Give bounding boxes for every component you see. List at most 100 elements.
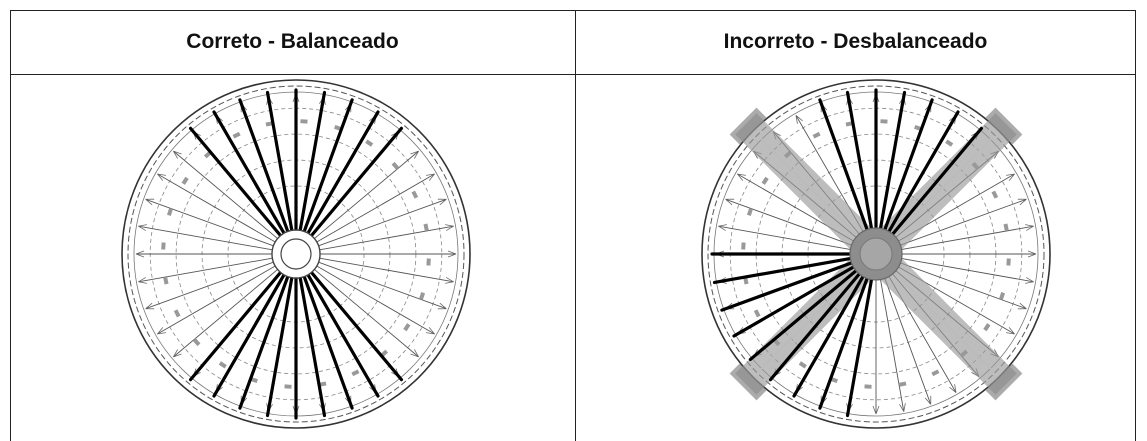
- spoke-line: [318, 198, 447, 247]
- spoke-tick: [949, 386, 957, 393]
- highlighted-spoke: [265, 90, 294, 232]
- column-divider: [575, 10, 576, 441]
- spoke-tick: [445, 224, 454, 227]
- spoke-number-marker: [999, 292, 1006, 300]
- spoke-number-marker: [761, 176, 769, 185]
- spoke-number-marker: [166, 208, 173, 216]
- spoke-number-marker: [746, 208, 753, 216]
- highlighted-spoke: [845, 274, 874, 418]
- spoke-number-marker: [173, 309, 181, 318]
- weight-bar-end: [729, 107, 767, 145]
- highlighted-spoke: [265, 276, 294, 418]
- spoke-number-marker: [300, 119, 308, 124]
- spoke-number-marker: [351, 369, 360, 377]
- spoke-number-marker: [181, 176, 189, 185]
- highlighted-spoke: [792, 271, 867, 398]
- spoke-number-marker: [163, 276, 169, 285]
- spoke-line: [316, 173, 435, 243]
- spoke-tick: [1008, 327, 1015, 335]
- highlighted-spoke: [845, 90, 874, 234]
- spoke-number-marker: [898, 381, 907, 387]
- spoke-number-marker: [741, 242, 746, 250]
- spoke-tick: [446, 225, 454, 231]
- spoke-number-marker: [812, 131, 821, 139]
- spoke-line: [316, 265, 435, 335]
- spoke-tick: [135, 253, 145, 258]
- spoke-tick: [725, 198, 733, 206]
- spoke-tick: [173, 150, 182, 155]
- spoke-number-marker: [798, 361, 807, 369]
- cell-balanced: [10, 76, 575, 441]
- spoke-line: [897, 225, 1034, 251]
- spoke-line: [879, 275, 905, 412]
- spoke-tick: [924, 397, 932, 405]
- spoke-number-marker: [192, 338, 201, 347]
- spoke-line: [896, 261, 1027, 310]
- weight-bar-end: [729, 363, 767, 401]
- spoke-line: [725, 198, 856, 247]
- spoke-tick: [414, 150, 419, 159]
- highlighted-spoke: [238, 98, 290, 234]
- spoke-number-marker: [419, 292, 426, 300]
- highlighted-spoke: [818, 273, 871, 410]
- spoke-tick: [445, 281, 454, 284]
- wheel-diagram-unbalanced: [701, 79, 1051, 429]
- spoke-tick: [718, 224, 727, 227]
- spoke-number-marker: [411, 190, 419, 199]
- spoke-tick: [1006, 332, 1015, 335]
- spoke-line: [145, 198, 274, 247]
- spoke-tick: [447, 250, 457, 255]
- highlighted-spoke: [309, 270, 404, 382]
- spoke-line: [138, 257, 273, 283]
- spoke-tick: [1027, 253, 1037, 258]
- highlighted-spoke: [212, 110, 286, 235]
- spoke-tick: [157, 327, 164, 335]
- comparison-table: Correto - Balanceado Incorreto - Desbala…: [10, 10, 1136, 441]
- spoke-tick: [157, 332, 166, 335]
- spoke-tick: [138, 224, 147, 227]
- spoke-tick: [1025, 281, 1034, 284]
- spoke-tick: [173, 353, 182, 358]
- highlighted-spoke: [306, 110, 380, 235]
- highlighted-spoke: [768, 269, 864, 382]
- highlighted-spoke: [298, 90, 327, 232]
- highlighted-spoke: [188, 270, 283, 382]
- spoke-tick: [1006, 173, 1015, 176]
- spoke-number-marker: [391, 161, 400, 170]
- spoke-tick: [428, 327, 435, 335]
- spoke-number-marker: [161, 242, 166, 250]
- spoke-line: [318, 261, 447, 310]
- spoke-tick: [1019, 198, 1027, 206]
- highlighted-spoke: [309, 126, 404, 238]
- spoke-tick: [899, 404, 905, 412]
- highlighted-spoke: [732, 263, 859, 338]
- spoke-number-marker: [945, 139, 954, 147]
- spoke-tick: [1025, 224, 1034, 227]
- spoke-line: [314, 150, 419, 239]
- highlighted-spoke: [188, 126, 283, 238]
- spoke-tick: [135, 250, 145, 255]
- highlighted-spoke: [238, 274, 290, 410]
- spoke-tick: [737, 173, 746, 176]
- spoke-tick: [875, 405, 880, 415]
- highlighted-spoke: [881, 98, 934, 235]
- spoke-tick: [1026, 225, 1034, 231]
- spoke-tick: [954, 384, 957, 393]
- spoke-tick: [447, 253, 457, 258]
- spoke-line: [157, 265, 276, 335]
- spoke-tick: [138, 281, 147, 284]
- spoke-tick: [426, 332, 435, 335]
- spoke-number-marker: [232, 131, 241, 139]
- spoke-line: [173, 269, 278, 358]
- spoke-tick: [410, 150, 419, 155]
- spoke-number-marker: [864, 384, 872, 389]
- spoke-tick: [428, 173, 435, 181]
- spoke-number-marker: [991, 190, 999, 199]
- spoke-number-marker: [753, 309, 761, 318]
- wheel-diagram-balanced: [121, 79, 471, 429]
- spoke-line: [718, 225, 855, 251]
- spoke-tick: [1008, 173, 1015, 181]
- spoke-number-marker: [365, 139, 374, 147]
- column-header-balanced: Correto - Balanceado: [186, 30, 399, 53]
- highlighted-spoke: [748, 266, 861, 362]
